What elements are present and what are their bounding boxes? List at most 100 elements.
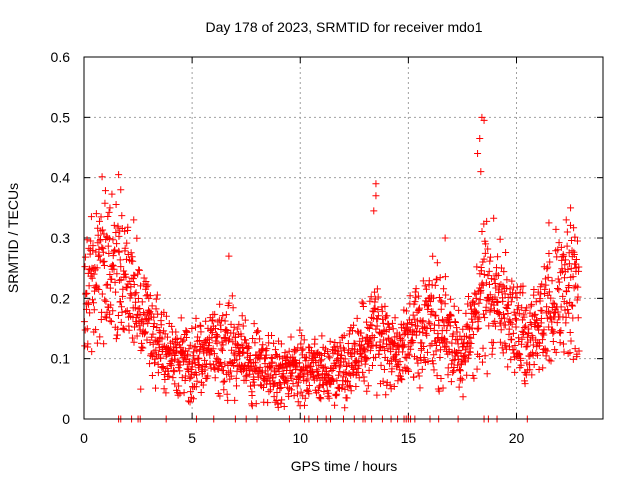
data-point <box>475 352 483 360</box>
data-point <box>413 308 421 316</box>
data-point <box>117 298 125 306</box>
data-point <box>454 356 462 364</box>
spike-point <box>115 171 123 179</box>
data-point <box>447 295 455 303</box>
data-point <box>357 329 365 337</box>
data-point <box>379 377 387 385</box>
data-point <box>256 335 264 343</box>
spike-point <box>106 204 114 212</box>
data-point <box>483 217 491 225</box>
data-point <box>468 324 476 332</box>
data-point <box>340 332 348 340</box>
data-point <box>461 358 469 366</box>
data-point <box>566 349 574 357</box>
data-point <box>97 315 105 323</box>
data-point <box>189 352 197 360</box>
data-point <box>299 345 307 353</box>
data-point <box>477 286 485 294</box>
data-point <box>404 350 412 358</box>
data-point <box>567 265 575 273</box>
data-point <box>143 291 151 299</box>
data-point <box>238 368 246 376</box>
data-point <box>478 228 486 236</box>
data-point <box>366 347 374 355</box>
data-point <box>359 302 367 310</box>
data-point <box>276 384 284 392</box>
data-point <box>453 324 461 332</box>
data-point <box>136 282 144 290</box>
data-point <box>288 386 296 394</box>
data-point <box>263 345 271 353</box>
data-point <box>240 348 248 356</box>
spike-point <box>441 234 449 242</box>
data-point <box>272 371 280 379</box>
data-point <box>191 359 199 367</box>
data-point <box>155 350 163 358</box>
data-point <box>129 257 137 265</box>
data-point <box>423 331 431 339</box>
data-point <box>486 308 494 316</box>
data-point <box>364 343 372 351</box>
data-point <box>411 288 419 296</box>
data-point <box>501 321 509 329</box>
data-point <box>267 364 275 372</box>
data-point <box>102 314 110 322</box>
data-point <box>120 267 128 275</box>
data-point <box>515 309 523 317</box>
data-point <box>443 326 451 334</box>
data-point <box>326 337 334 345</box>
data-point <box>568 301 576 309</box>
data-point <box>186 358 194 366</box>
data-point <box>412 285 420 293</box>
data-point <box>422 285 430 293</box>
y-tick-label: 0.2 <box>51 290 71 306</box>
data-point <box>122 255 130 263</box>
data-point <box>282 377 290 385</box>
data-point <box>397 334 405 342</box>
data-point <box>171 351 179 359</box>
data-point <box>106 271 114 279</box>
spike-point <box>372 180 380 188</box>
data-point <box>402 307 410 315</box>
data-point <box>398 376 406 384</box>
data-point <box>418 365 426 373</box>
data-point <box>136 326 144 334</box>
data-point <box>293 363 301 371</box>
data-point <box>268 354 276 362</box>
data-point <box>511 368 519 376</box>
data-point <box>425 318 433 326</box>
data-point <box>176 361 184 369</box>
data-point <box>125 326 133 334</box>
data-point <box>385 323 393 331</box>
data-point <box>268 332 276 340</box>
data-point <box>504 363 512 371</box>
y-tick-label: 0 <box>62 411 70 427</box>
data-point <box>522 343 530 351</box>
data-point <box>211 374 219 382</box>
data-point <box>134 295 142 303</box>
data-point <box>433 341 441 349</box>
data-point <box>177 335 185 343</box>
data-point <box>518 335 526 343</box>
data-point <box>179 338 187 346</box>
data-point <box>187 388 195 396</box>
data-point <box>148 302 156 310</box>
x-tick-label: 10 <box>292 430 308 446</box>
data-point <box>211 324 219 332</box>
data-point <box>270 339 278 347</box>
data-point <box>429 252 437 260</box>
data-point <box>227 372 235 380</box>
data-point <box>207 326 215 334</box>
data-point <box>336 368 344 376</box>
data-point <box>463 342 471 350</box>
data-point <box>486 280 494 288</box>
data-point <box>163 364 171 372</box>
data-point <box>128 291 136 299</box>
data-point <box>480 310 488 318</box>
data-point <box>398 336 406 344</box>
data-point <box>99 248 107 256</box>
data-point <box>247 362 255 370</box>
data-point <box>221 377 229 385</box>
data-point <box>507 318 515 326</box>
data-point <box>288 374 296 382</box>
